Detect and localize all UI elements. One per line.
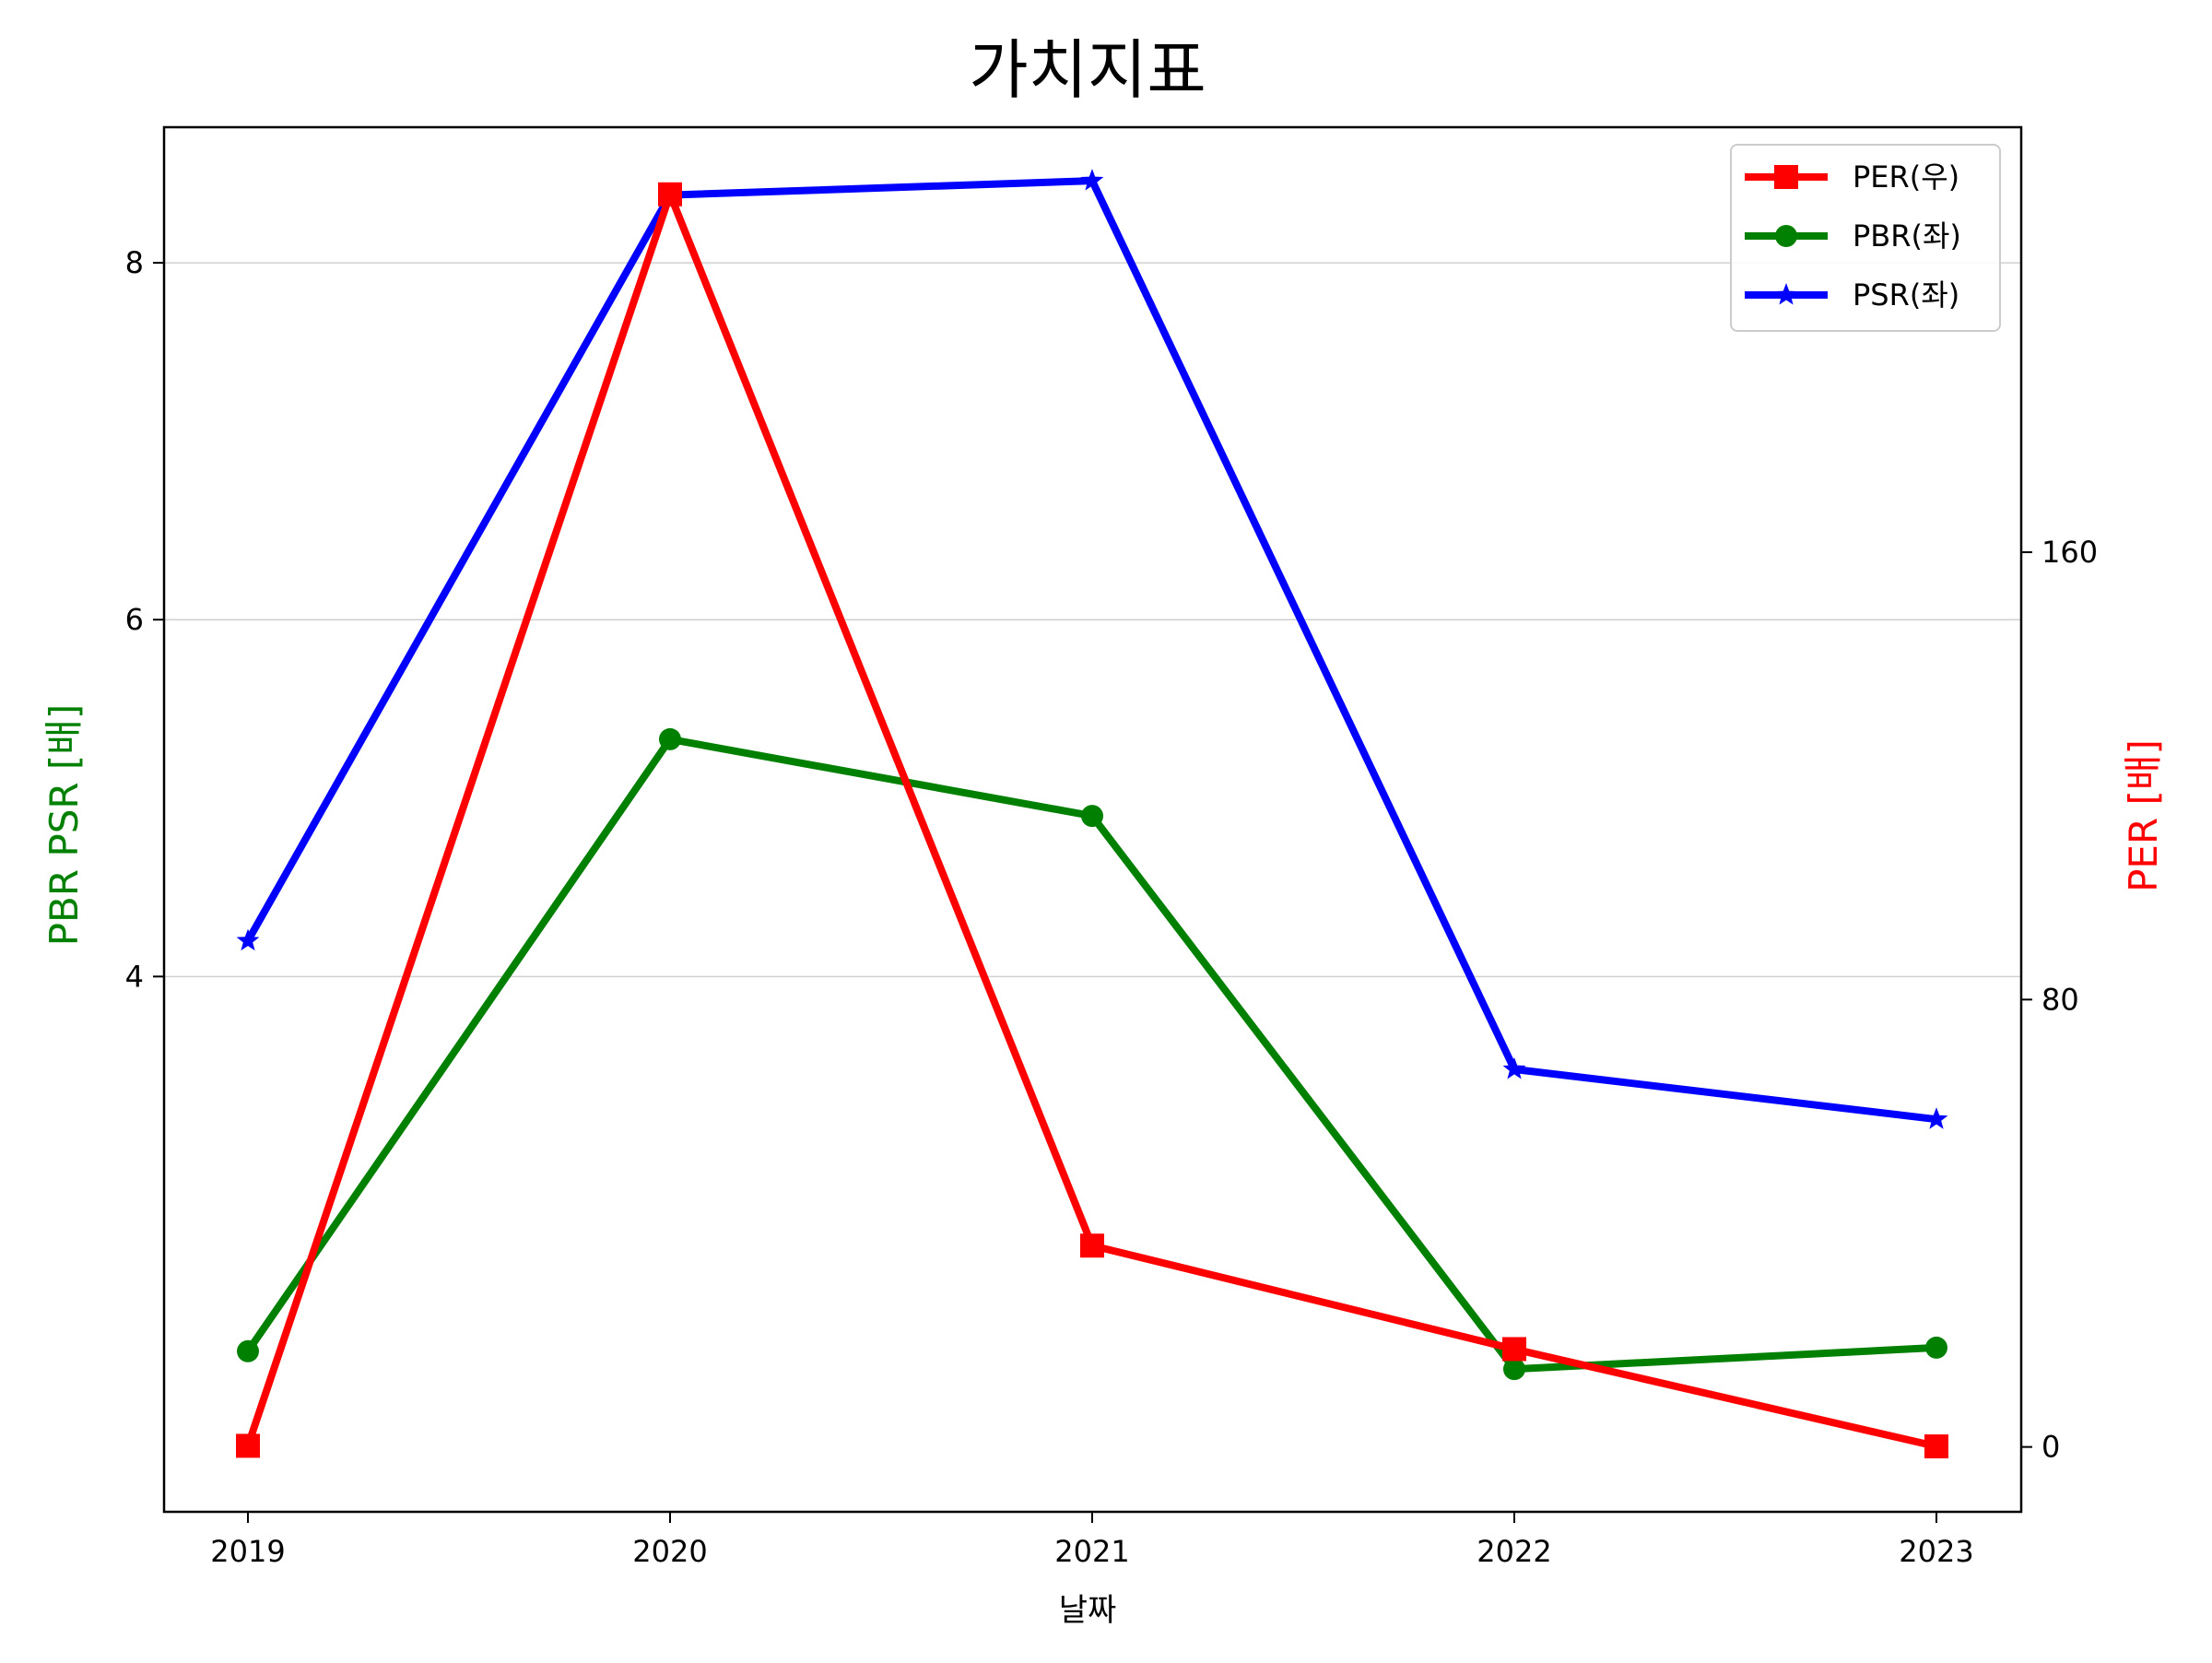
data-point-psr: [236, 928, 260, 951]
y-axis-left-label: PBR PSR [배]: [41, 704, 87, 947]
data-point-pbr: [1081, 805, 1103, 828]
legend-marker: [1774, 283, 1798, 305]
data-point-per: [236, 1433, 260, 1458]
y-right-tick-label: 160: [2041, 535, 2098, 570]
series-per: [236, 182, 1948, 1459]
data-point-psr: [1502, 1057, 1526, 1079]
legend-item-psr: PSR(좌): [1745, 277, 1959, 313]
series-pbr: [237, 727, 1947, 1381]
data-point-per: [1080, 1233, 1104, 1258]
x-tick-label: 2022: [1477, 1534, 1551, 1569]
x-tick-label: 2020: [632, 1534, 707, 1569]
grid-lines: [164, 262, 2021, 978]
chart-title: 가치지표: [969, 32, 1206, 108]
data-point-pbr: [1503, 1358, 1525, 1381]
series-psr: [236, 169, 1948, 1129]
legend-item-per: PER(우): [1745, 159, 1959, 195]
y-right-tick-label: 0: [2041, 1430, 2060, 1465]
data-point-per: [1924, 1434, 1948, 1459]
y-right-tick-label: 80: [2041, 982, 2079, 1017]
legend-box: [1730, 144, 2001, 332]
data-point-pbr: [659, 727, 681, 750]
series-line-pbr: [244, 735, 1940, 1374]
x-tick-label: 2019: [210, 1534, 285, 1569]
legend-label: PER(우): [1853, 159, 1959, 195]
y-axis-right-label: PER [배]: [2121, 739, 2166, 892]
y-left-tick-label: 8: [125, 245, 144, 280]
legend-marker: [1775, 225, 1797, 247]
legend-label: PSR(좌): [1853, 277, 1959, 313]
x-tick-label: 2021: [1054, 1534, 1129, 1569]
legend: PER(우) PBR(좌) PSR(좌): [1730, 144, 2001, 332]
series-layer: [236, 169, 1948, 1459]
data-point-psr: [1080, 169, 1104, 191]
x-tick-label: 2023: [1899, 1534, 1973, 1569]
data-point-pbr: [237, 1339, 259, 1362]
data-point-pbr: [1925, 1336, 1947, 1359]
x-axis-label: 날짜: [1059, 1592, 1117, 1629]
data-point-per: [658, 182, 682, 206]
legend-marker: [1774, 165, 1798, 189]
y-left-tick-label: 6: [125, 602, 144, 637]
legend-item-pbr: PBR(좌): [1745, 218, 1961, 254]
data-point-psr: [1924, 1107, 1948, 1129]
legend-label: PBR(좌): [1853, 218, 1961, 254]
data-point-per: [1502, 1337, 1526, 1362]
y-left-tick-label: 4: [125, 959, 144, 994]
